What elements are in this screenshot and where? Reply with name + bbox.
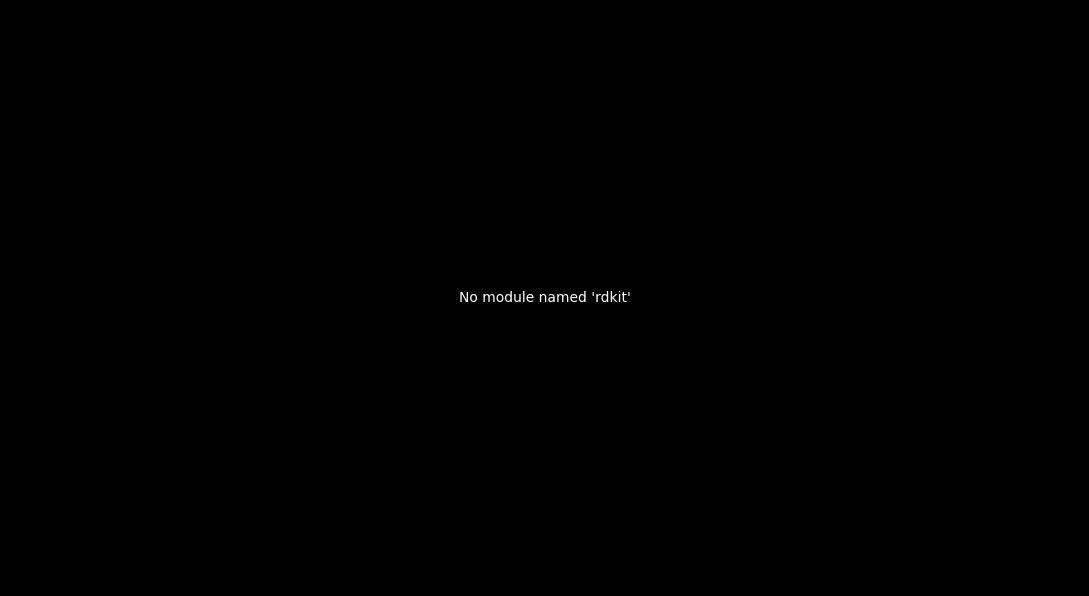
Text: No module named 'rdkit': No module named 'rdkit' xyxy=(458,291,631,305)
